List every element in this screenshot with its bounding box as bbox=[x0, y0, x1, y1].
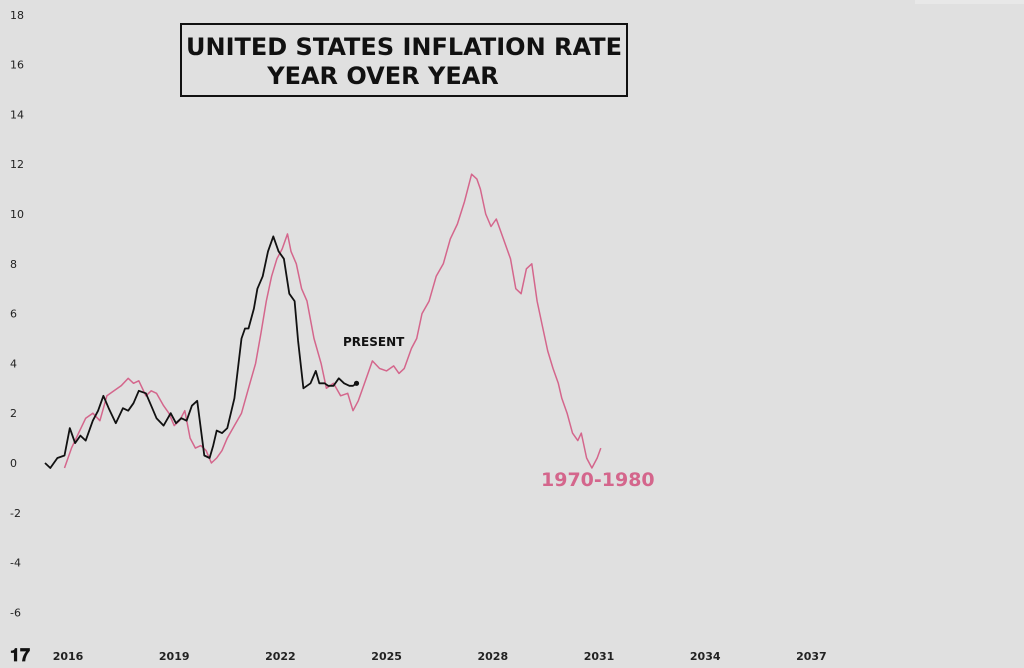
x-tick-label: 2025 bbox=[371, 650, 402, 663]
series-layer bbox=[44, 173, 602, 469]
y-tick-label: 14 bbox=[10, 108, 24, 121]
y-tick-label: 18 bbox=[10, 9, 24, 22]
title-frame bbox=[180, 23, 628, 97]
tradingview-logo-icon: 𝟏𝟕 bbox=[10, 645, 30, 666]
y-tick-label: -6 bbox=[10, 606, 21, 619]
y-tick-label: 6 bbox=[10, 308, 17, 321]
y-tick-label: 0 bbox=[10, 457, 17, 470]
y-tick-label: 16 bbox=[10, 59, 24, 72]
tradingview-logo[interactable]: 𝟏𝟕 bbox=[10, 645, 30, 666]
x-axis: 2016 2019 2022 2025 2028 2031 2034 2037 bbox=[53, 650, 827, 663]
x-tick-label: 2028 bbox=[477, 650, 508, 663]
y-tick-label: 12 bbox=[10, 158, 24, 171]
series-line-present bbox=[44, 235, 358, 469]
chart-title-line-1: UNITED STATES INFLATION RATE bbox=[186, 33, 622, 61]
y-tick-label: -2 bbox=[10, 507, 21, 520]
series-line-1970-1980 bbox=[63, 173, 602, 469]
chart-axes bbox=[915, 0, 1024, 4]
x-tick-label: 2022 bbox=[265, 650, 296, 663]
top-right-strip bbox=[915, 0, 1024, 4]
y-tick-label: 4 bbox=[10, 357, 17, 370]
x-tick-label: 2037 bbox=[796, 650, 827, 663]
present-endpoint-marker bbox=[353, 380, 360, 386]
x-tick-label: 2031 bbox=[584, 650, 615, 663]
x-tick-label: 2034 bbox=[690, 650, 721, 663]
x-tick-label: 2019 bbox=[159, 650, 190, 663]
present-annotation: PRESENT bbox=[343, 335, 405, 349]
y-tick-label: 8 bbox=[10, 258, 17, 271]
y-tick-label: 2 bbox=[10, 407, 17, 420]
period-annotation: 1970-1980 bbox=[541, 469, 655, 491]
y-tick-label: -4 bbox=[10, 557, 21, 570]
y-tick-label: 10 bbox=[10, 208, 24, 221]
y-axis: -6 -4 -2 0 2 4 6 8 10 12 14 16 18 bbox=[10, 9, 24, 620]
x-tick-label: 2016 bbox=[53, 650, 84, 663]
chart-title-box: UNITED STATES INFLATION RATE YEAR OVER Y… bbox=[180, 23, 628, 97]
chart-title-line-2: YEAR OVER YEAR bbox=[266, 62, 499, 90]
